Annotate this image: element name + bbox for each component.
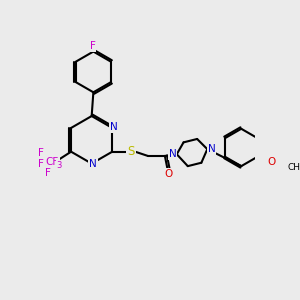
Text: N: N: [169, 149, 176, 159]
Text: F: F: [45, 168, 51, 178]
Text: N: N: [208, 144, 215, 154]
Text: CH₃: CH₃: [287, 163, 300, 172]
Text: O: O: [164, 169, 172, 179]
Text: F: F: [90, 40, 95, 51]
Text: F: F: [38, 148, 44, 158]
Text: F: F: [38, 159, 44, 170]
Text: S: S: [127, 145, 135, 158]
Text: N: N: [110, 122, 118, 132]
Text: 3: 3: [56, 161, 62, 170]
Text: N: N: [89, 159, 97, 170]
Text: O: O: [267, 157, 275, 167]
Text: CF: CF: [46, 157, 59, 167]
